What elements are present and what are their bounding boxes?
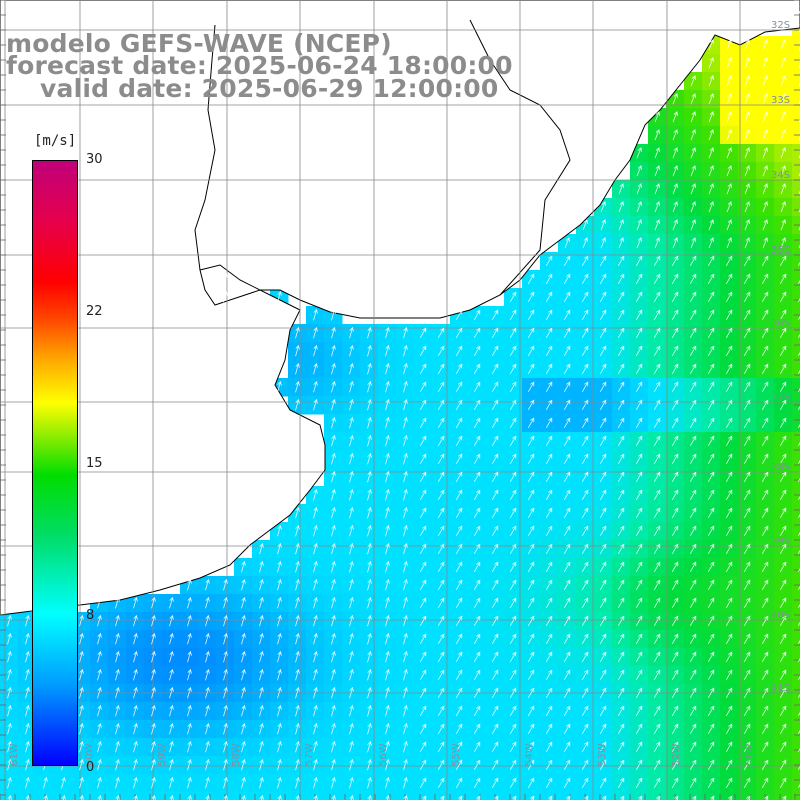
latitude-label: 41S [771, 683, 790, 694]
longitude-label: 53W [597, 743, 608, 766]
title-valid-date: valid date: 2025-06-29 12:00:00 [40, 76, 498, 101]
latitude-label: 39S [771, 536, 790, 547]
latitude-label: 38S [771, 462, 790, 473]
wind-cell [540, 792, 559, 800]
longitude-label: 58W [231, 743, 242, 766]
wind-cell [684, 792, 703, 800]
wind-cell [738, 792, 757, 800]
colorbar-tick-30: 30 [86, 152, 103, 167]
longitude-label: 55W [451, 743, 462, 766]
longitude-label: 56W [378, 743, 389, 766]
wind-cell [792, 774, 800, 793]
wind-cell [792, 504, 800, 523]
wind-cell [792, 594, 800, 613]
wind-cell [792, 648, 800, 667]
wind-cell [792, 180, 800, 199]
latitude-label: 36S [771, 318, 790, 329]
longitude-label: 52W [671, 743, 682, 766]
wind-cell [792, 792, 800, 800]
wind-cell [594, 792, 613, 800]
wind-cell [792, 738, 800, 757]
longitude-label: 57W [304, 743, 315, 766]
latitude-label: 35S [771, 245, 790, 256]
latitude-label: 34S [771, 170, 790, 181]
wind-cell [792, 450, 800, 469]
wind-cell [792, 378, 800, 397]
colorbar-unit-label: [m/s] [34, 133, 76, 149]
longitude-label: 59W [157, 743, 168, 766]
wind-cell [792, 144, 800, 163]
wind-cell [792, 414, 800, 433]
latitude-label: 40S [771, 610, 790, 621]
wind-cell [792, 270, 800, 289]
colorbar-tick-22: 22 [86, 304, 103, 319]
wind-cell [792, 468, 800, 487]
longitude-label: 51W [744, 743, 755, 766]
wind-cell [468, 792, 487, 800]
latitude-label: 37S [771, 392, 790, 403]
wind-cell [558, 792, 577, 800]
latitude-label: 33S [771, 95, 790, 106]
wind-cell [792, 288, 800, 307]
wind-cell [648, 792, 667, 800]
wind-cell [720, 792, 739, 800]
colorbar [32, 160, 78, 766]
wind-cell [792, 720, 800, 739]
wind-cell [792, 234, 800, 253]
longitude-label: 61W [9, 743, 20, 766]
wind-cell [792, 54, 800, 73]
colorbar-tick-0: 0 [86, 760, 94, 775]
colorbar-tick-15: 15 [86, 456, 103, 471]
longitude-label: 54W [524, 743, 535, 766]
wind-cell [414, 792, 433, 800]
wind-cell [792, 558, 800, 577]
wind-cell [774, 792, 793, 800]
latitude-label: 32S [771, 20, 790, 31]
wind-cell [792, 324, 800, 343]
wind-cell [792, 540, 800, 559]
wind-cell [792, 108, 800, 127]
wind-cell [792, 198, 800, 217]
colorbar-tick-8: 8 [86, 608, 94, 623]
wind-cell [630, 792, 649, 800]
wind-cell [792, 630, 800, 649]
wind-cell [450, 792, 469, 800]
wind-cell [792, 90, 800, 109]
wind-cell [792, 360, 800, 379]
